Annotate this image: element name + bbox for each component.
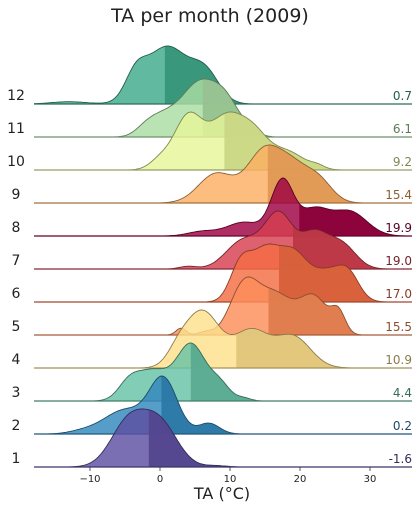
mean-value-label: 9.2 xyxy=(393,155,412,169)
mean-value-label: 17.0 xyxy=(385,287,412,301)
mean-value-label: 19.0 xyxy=(385,254,412,268)
month-label: 11 xyxy=(7,121,25,137)
month-label: 12 xyxy=(7,88,25,104)
ridge-right-of-mean-4 xyxy=(236,328,412,368)
x-tick-label: 20 xyxy=(294,474,307,485)
mean-value-label: 0.2 xyxy=(393,419,412,433)
month-label: 4 xyxy=(12,352,21,368)
ridge-month-4: 4 10.9 xyxy=(12,309,412,369)
ridge-area-4 xyxy=(34,310,412,368)
ridge-area-10 xyxy=(34,112,412,170)
chart-title: TA per month (2009) xyxy=(110,5,309,27)
mean-value-label: 0.7 xyxy=(393,89,412,103)
month-label: 9 xyxy=(12,187,21,203)
mean-value-label: 19.9 xyxy=(385,221,412,235)
ridge-right-of-mean-3 xyxy=(190,343,412,401)
x-axis: −10 0 10 20 30 xyxy=(79,467,376,485)
ridge-right-of-mean-5 xyxy=(268,287,412,335)
ridge-month-6: 6 17.0 xyxy=(12,243,412,303)
ridge-right-of-mean-6 xyxy=(279,245,412,302)
x-axis-label: TA (°C) xyxy=(193,484,250,503)
ridge-right-of-mean-1 xyxy=(148,409,413,467)
month-label: 6 xyxy=(12,286,21,302)
ridges: 12 0.711 6.110 9.29 15.48 19.97 19.06 17.05 15.5… xyxy=(7,45,413,468)
mean-value-label: 4.4 xyxy=(393,386,412,400)
mean-value-label: 6.1 xyxy=(393,122,412,136)
mean-value-label: -1.6 xyxy=(389,452,412,466)
ridge-right-of-mean-7 xyxy=(293,225,412,269)
month-label: 8 xyxy=(12,220,21,236)
x-tick-label: 10 xyxy=(224,474,237,485)
ridge-month-8: 8 19.9 xyxy=(12,177,413,237)
ridge-outline-1 xyxy=(34,408,412,468)
x-tick-label: −10 xyxy=(79,474,100,485)
ridge-right-of-mean-2 xyxy=(161,376,412,434)
x-tick-label: 0 xyxy=(157,474,163,485)
ridge-area-3 xyxy=(34,343,412,401)
ridge-month-9: 9 15.4 xyxy=(12,144,412,204)
month-label: 2 xyxy=(12,418,21,434)
ridge-area-1 xyxy=(34,409,412,467)
ridge-month-3: 3 4.4 xyxy=(12,342,412,402)
ridge-month-7: 7 19.0 xyxy=(12,210,412,270)
month-label: 5 xyxy=(12,319,21,335)
mean-value-label: 15.5 xyxy=(385,320,412,334)
ridge-right-of-mean-9 xyxy=(267,145,412,203)
ridge-right-of-mean-8 xyxy=(299,203,412,236)
month-label: 7 xyxy=(12,253,21,269)
x-tick-label: 30 xyxy=(364,474,377,485)
month-label: 3 xyxy=(12,385,21,401)
ridge-month-1: 1 -1.6 xyxy=(12,408,413,468)
mean-value-label: 10.9 xyxy=(385,353,412,367)
month-label: 10 xyxy=(7,154,25,170)
month-label: 1 xyxy=(12,451,21,467)
ridge-month-10: 10 9.2 xyxy=(7,111,412,171)
mean-value-label: 15.4 xyxy=(385,188,412,202)
ridge-area-12 xyxy=(34,46,412,104)
